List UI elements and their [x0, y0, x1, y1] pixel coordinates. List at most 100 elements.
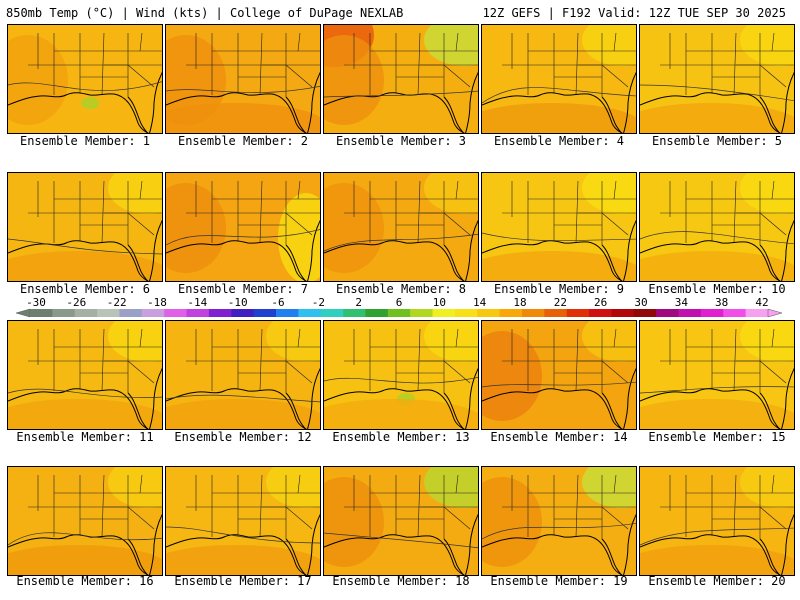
coastline	[623, 219, 636, 281]
colorbar-tick-label: 14	[473, 296, 487, 309]
state-border	[613, 180, 617, 200]
colorbar-bin	[611, 309, 635, 317]
state-border	[443, 506, 471, 530]
colorbar-tick-label: -14	[187, 296, 207, 309]
coastline	[149, 71, 162, 133]
temperature-region	[266, 467, 320, 508]
temperature-field	[324, 321, 478, 429]
temperature-field	[8, 25, 162, 133]
member-label: Ensemble Member: 7	[177, 282, 309, 296]
state-border	[771, 328, 775, 348]
colorbar-tick-label: 22	[554, 296, 567, 309]
member-map	[323, 320, 479, 430]
temperature-field	[482, 321, 636, 429]
colorbar-bin	[52, 309, 76, 317]
coastline	[8, 534, 149, 575]
state-border	[759, 64, 787, 88]
colorbar-tick-label: -22	[107, 296, 127, 309]
isotherm-contour	[8, 532, 162, 546]
temperature-region	[424, 321, 478, 362]
isotherm-contour	[482, 381, 636, 388]
colorbar-bin	[208, 309, 232, 317]
isotherm-contour	[166, 85, 320, 93]
colorbar-bin	[566, 309, 590, 317]
member-label: Ensemble Member: 20	[648, 574, 786, 588]
colorbar-bin	[499, 309, 523, 317]
coastline	[127, 392, 149, 429]
state-border	[285, 360, 313, 384]
coastline	[285, 96, 307, 133]
state-border	[575, 474, 579, 538]
colorbar-tick-label: 42	[755, 296, 768, 309]
coastline	[781, 513, 794, 575]
state-border	[613, 474, 617, 494]
isotherm-contour	[8, 238, 162, 255]
state-border	[139, 474, 143, 494]
state-border	[101, 328, 105, 392]
member-label: Ensemble Member: 19	[490, 574, 628, 588]
coastline	[482, 388, 623, 429]
isotherm-contour	[8, 388, 162, 398]
coastline	[781, 71, 794, 133]
colorbar-tick-label: -10	[228, 296, 248, 309]
member-map	[481, 172, 637, 282]
temperature-field	[166, 173, 320, 281]
colorbar-bin	[343, 309, 366, 317]
coastline	[307, 219, 320, 281]
colorbar-arrow-right	[767, 308, 783, 318]
colorbar-bin	[141, 309, 165, 317]
colorbar-bin	[544, 309, 568, 317]
member-label: Ensemble Member: 9	[493, 282, 625, 296]
coastline	[465, 71, 478, 133]
temperature-region	[166, 399, 320, 429]
state-border	[455, 474, 459, 494]
colorbar-bin	[74, 309, 98, 317]
coastline	[759, 538, 781, 575]
state-border	[443, 64, 471, 88]
colorbar-tick-label: 6	[396, 296, 403, 309]
coastline	[149, 513, 162, 575]
state-border	[297, 474, 301, 494]
member-map	[165, 24, 321, 134]
colorbar-bin	[365, 309, 389, 317]
state-border	[575, 328, 579, 392]
coastline	[324, 388, 465, 429]
member-label: Ensemble Member: 16	[16, 574, 154, 588]
isotherm-contour	[166, 229, 320, 246]
colorbar-bin	[30, 309, 53, 317]
isotherm-contour	[482, 522, 636, 540]
coastline	[149, 219, 162, 281]
member-label: Ensemble Member: 11	[16, 430, 154, 444]
coastline	[443, 244, 465, 281]
temperature-region	[740, 467, 794, 508]
coastline	[640, 388, 781, 429]
colorbar-tick-label: 38	[715, 296, 728, 309]
colorbar-bin	[387, 309, 411, 317]
coastline	[443, 96, 465, 133]
coastline	[443, 392, 465, 429]
colorbar-tick-label: 2	[355, 296, 362, 309]
chart-title: 850mb Temp (°C) | Wind (kts) | College o…	[6, 6, 404, 20]
state-border	[575, 32, 579, 96]
state-border	[455, 328, 459, 348]
temperature-field	[482, 25, 636, 133]
state-border	[417, 180, 421, 244]
temperature-region	[582, 173, 636, 214]
state-border	[733, 180, 737, 244]
state-border	[443, 212, 471, 236]
state-border	[417, 328, 421, 392]
temperature-field	[8, 321, 162, 429]
member-label: Ensemble Member: 3	[335, 134, 467, 148]
temperature-region	[640, 103, 794, 133]
temperature-field	[482, 173, 636, 281]
state-border	[613, 328, 617, 348]
isotherm-contour	[482, 232, 636, 241]
coastline	[465, 367, 478, 429]
temperature-field	[8, 467, 162, 575]
state-border	[601, 212, 629, 236]
state-border	[417, 474, 421, 538]
temperature-region	[81, 97, 99, 109]
colorbar-bin	[164, 309, 188, 317]
coastline	[127, 538, 149, 575]
temperature-field	[640, 467, 794, 575]
